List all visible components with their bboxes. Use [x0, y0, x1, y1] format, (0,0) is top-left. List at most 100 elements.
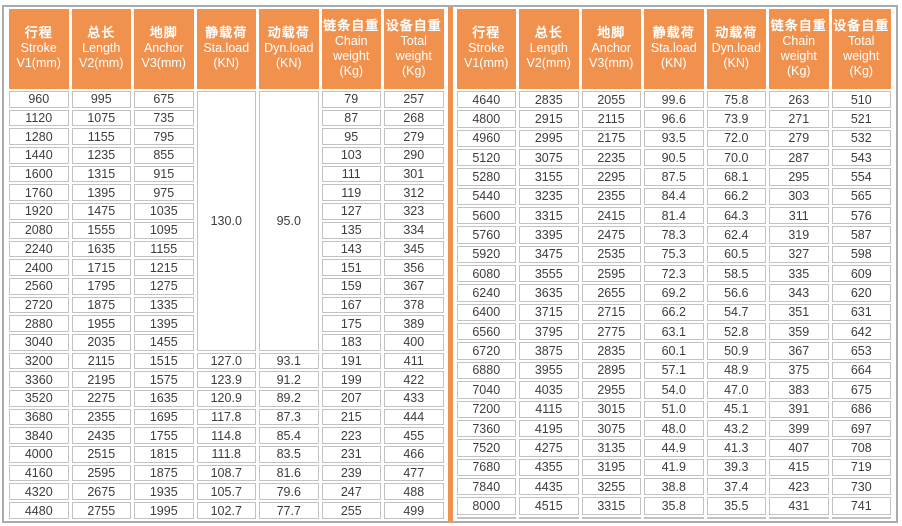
- cell-anchor: 1875: [134, 464, 194, 482]
- table-row: 7680 4355 3195 41.9 39.3 415 719: [456, 458, 891, 476]
- cell-anchor: 3315: [581, 497, 641, 515]
- table-row: 1440 1235 855 103 290: [9, 147, 444, 164]
- cell-sta-load: 35.8: [644, 497, 704, 515]
- cell-sta-load: 60.1: [644, 342, 704, 360]
- cell-total-weight: 697: [831, 419, 891, 438]
- cell-anchor: 2835: [581, 342, 641, 360]
- table-row: 1280 1155 795 95 279: [9, 128, 444, 146]
- cell-stroke: 6080: [456, 265, 516, 283]
- cell-dyn-load: 35.5: [706, 497, 766, 515]
- cell-anchor: 3135: [581, 439, 641, 457]
- cell-total-weight: 642: [831, 323, 891, 341]
- table-row: 3200 2115 1515 127.0 93.1 191 411: [9, 352, 444, 370]
- cell-stroke: 2400: [9, 259, 69, 276]
- cell-stroke: 1600: [9, 165, 69, 183]
- cell-chain-weight: 343: [769, 284, 829, 302]
- cell-chain-weight: 135: [321, 221, 381, 239]
- header-en-label: Dyn.load: [711, 41, 761, 56]
- cell-length: 3075: [519, 149, 579, 167]
- header-en-label: Sta.load: [650, 41, 697, 56]
- cell-chain-weight: 239: [321, 464, 381, 482]
- table-row: 6880 3955 2895 57.1 48.9 375 664: [456, 361, 891, 380]
- table-row: 960 995 675 130.0 95.0 79 257: [9, 91, 444, 351]
- cell-anchor: 3195: [581, 458, 641, 476]
- merged-cell-sta-load: 130.0: [196, 91, 256, 351]
- cell-chain-weight: 303: [769, 187, 829, 206]
- table-row: 3840 2435 1755 114.8 85.4 223 455: [9, 427, 444, 445]
- table-row: 7360 4195 3075 48.0 43.2 399 697: [456, 419, 891, 438]
- cell-stroke: 5440: [456, 187, 516, 206]
- cell-anchor: 795: [134, 128, 194, 146]
- cell-total-weight: 675: [831, 381, 891, 399]
- cell-sta-load: 114.8: [196, 427, 256, 445]
- cell-anchor: 2895: [581, 361, 641, 380]
- column-header-total-weight: 设备自重 Total weight (Kg): [831, 9, 891, 89]
- cell-anchor: 1695: [134, 408, 194, 426]
- cell-total-weight: 576: [831, 207, 891, 225]
- header-en-label: Sta.load: [203, 41, 250, 56]
- cell-anchor: 1155: [134, 240, 194, 258]
- table-row: 5280 3155 2295 87.5 68.1 295 554: [456, 168, 891, 186]
- cell-chain-weight: 327: [769, 245, 829, 264]
- cell-chain-weight: 359: [769, 323, 829, 341]
- cell-length: 1235: [71, 147, 131, 164]
- header-row: 行程 Stroke V1(mm) 总长 Length V2(mm) 地脚 Anchor V3(m…: [456, 9, 891, 89]
- cell-chain-weight: 279: [769, 129, 829, 148]
- cell-sta-load: 96.6: [644, 110, 704, 128]
- cell-anchor: 975: [134, 184, 194, 202]
- cell-dyn-load: 73.9: [706, 110, 766, 128]
- cell-stroke: 4800: [456, 110, 516, 128]
- header-unit-label: V3(mm): [589, 56, 634, 71]
- cell-stroke: 7040: [456, 381, 516, 399]
- cell-stroke: 3200: [9, 352, 69, 370]
- cell-length: 1875: [71, 296, 131, 314]
- cell-length: 1155: [71, 128, 131, 146]
- cell-length: 995: [71, 91, 131, 108]
- cell-anchor: 3255: [581, 477, 641, 496]
- cell-sta-load: 90.5: [644, 149, 704, 167]
- cell-chain-weight: 111: [321, 165, 381, 183]
- table-row: 3680 2355 1695 117.8 87.3 215 444: [9, 408, 444, 426]
- table-row: 3360 2195 1575 123.9 91.2 199 422: [9, 371, 444, 388]
- cell-anchor: 1575: [134, 371, 194, 388]
- cell-length: 2035: [71, 333, 131, 351]
- cell-dyn-load: 75.8: [706, 91, 766, 109]
- cell-sta-load: 44.9: [644, 439, 704, 457]
- cell-length: 3875: [519, 342, 579, 360]
- header-en-label: Stroke: [468, 41, 505, 56]
- table-row: 4640 2835 2055 99.6 75.8 263 510: [456, 91, 891, 109]
- table-row: 1120 1075 735 87 268: [9, 109, 444, 127]
- cell-anchor: 2415: [581, 207, 641, 225]
- cell-total-weight: 521: [831, 110, 891, 128]
- cell-stroke: 6400: [456, 303, 516, 322]
- column-header-sta-load: 静载荷 Sta.load (KN): [196, 9, 256, 89]
- header-unit-label: (Kg): [339, 63, 364, 78]
- cell-dyn-load: 50.9: [706, 342, 766, 360]
- column-header-length: 总长 Length V2(mm): [519, 9, 579, 89]
- cell-length: 3475: [519, 245, 579, 264]
- header-zh-label: 静载荷: [652, 25, 695, 41]
- cell-chain-weight: 247: [321, 483, 381, 501]
- cell-chain-weight: 175: [321, 315, 381, 332]
- cell-stroke: 960: [9, 91, 69, 108]
- cell-total-weight: 400: [384, 333, 444, 351]
- table-body: 4640 2835 2055 99.6 75.8 263 510 4800 2915 2115 96…: [456, 91, 891, 519]
- cell-dyn-load: 45.1: [706, 400, 766, 418]
- cell-stroke: 5920: [456, 245, 516, 264]
- cell-total-weight: 499: [384, 502, 444, 519]
- column-header-dyn-load: 动载荷 Dyn.load (KN): [706, 9, 766, 89]
- cell-sta-load: 38.8: [644, 477, 704, 496]
- cell-total-weight: 389: [384, 315, 444, 332]
- cell-length: 2675: [71, 483, 131, 501]
- cell-anchor: [581, 516, 641, 519]
- cell-sta-load: 72.3: [644, 265, 704, 283]
- cell-sta-load: 105.7: [196, 483, 256, 501]
- cell-dyn-load: 64.3: [706, 207, 766, 225]
- header-zh-label: 行程: [24, 25, 53, 41]
- cell-stroke: 4320: [9, 483, 69, 501]
- table-row: 2080 1555 1095 135 334: [9, 221, 444, 239]
- cell-chain-weight: 143: [321, 240, 381, 258]
- cell-length: 2515: [71, 446, 131, 463]
- cell-total-weight: 444: [384, 408, 444, 426]
- cell-stroke: 3680: [9, 408, 69, 426]
